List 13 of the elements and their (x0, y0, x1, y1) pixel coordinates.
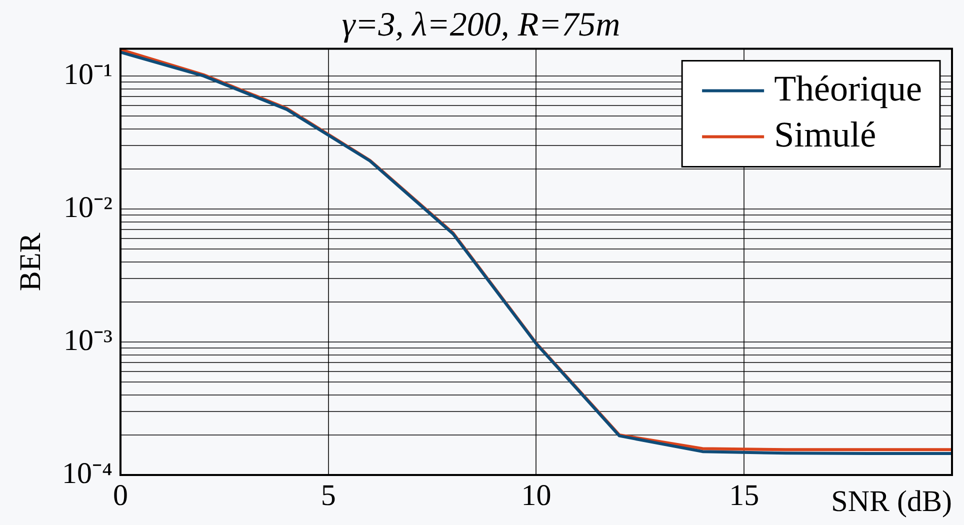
x-axis-title: SNR (dB) (831, 484, 952, 518)
y-tick-label: 10⁻³ (63, 324, 112, 357)
y-tick-label: 10⁻⁴ (62, 456, 112, 490)
legend-label: Théorique (774, 68, 922, 108)
x-tick-label: 0 (112, 478, 128, 512)
x-tick-label: 10 (521, 478, 552, 512)
legend-label: Simulé (774, 114, 876, 154)
y-axis-title: BER (14, 232, 47, 292)
x-tick-label: 15 (729, 478, 760, 512)
y-tick-label: 10⁻¹ (63, 58, 112, 91)
chart-title: γ=3, λ=200, R=75m (342, 6, 620, 44)
y-tick-label: 10⁻² (63, 190, 112, 224)
x-tick-label: 5 (320, 478, 336, 512)
